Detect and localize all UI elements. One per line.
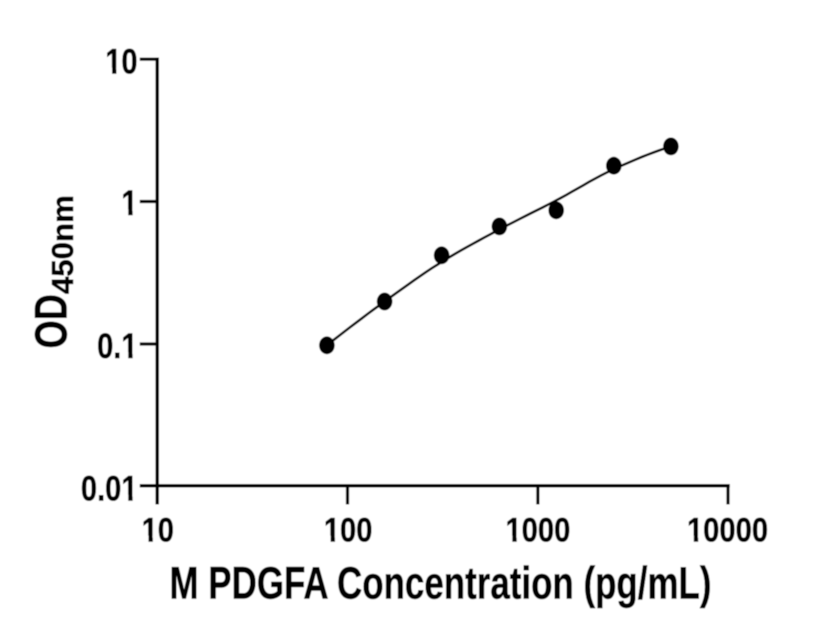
svg-text:100: 100: [324, 511, 373, 549]
svg-text:0.01: 0.01: [81, 469, 138, 508]
svg-text:10: 10: [142, 511, 174, 549]
svg-text:0.1: 0.1: [97, 327, 138, 366]
svg-text:10000: 10000: [687, 511, 768, 549]
svg-text:1: 1: [121, 184, 137, 223]
svg-text:10: 10: [105, 42, 137, 81]
svg-text:1000: 1000: [505, 511, 570, 549]
svg-text:M PDGFA Concentration (pg/mL): M PDGFA Concentration (pg/mL): [170, 557, 712, 608]
svg-text:OD450nm: OD450nm: [26, 195, 81, 348]
